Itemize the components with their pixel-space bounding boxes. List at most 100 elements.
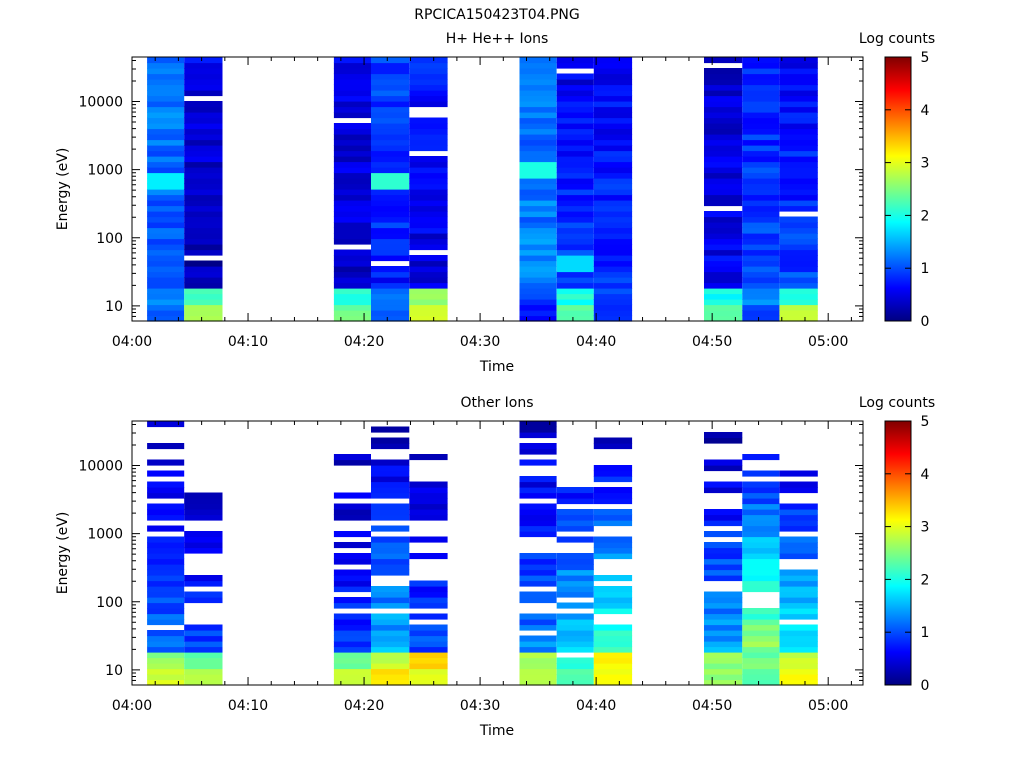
x-tick-label: 04:00 <box>112 698 152 714</box>
heatmap-cell <box>779 613 818 620</box>
heatmap-cell <box>704 304 743 311</box>
heatmap-cell <box>779 84 818 91</box>
heatmap-cell <box>371 106 410 113</box>
heatmap-cell <box>147 277 185 284</box>
heatmap-cell <box>519 161 557 168</box>
heatmap-cell <box>742 277 780 284</box>
heatmap-cell <box>409 580 448 587</box>
heatmap-cell <box>184 663 223 670</box>
heatmap-cell <box>779 249 818 256</box>
heatmap-cell <box>184 547 223 554</box>
heatmap-cell <box>371 437 410 444</box>
heatmap-cell <box>371 183 410 190</box>
heatmap-cell <box>333 62 371 69</box>
heatmap-cell <box>147 211 185 218</box>
heatmap-cell <box>556 183 594 190</box>
heatmap-cell <box>779 635 818 642</box>
x-axis-label: Time <box>479 359 514 375</box>
heatmap-cell <box>704 608 743 615</box>
heatmap-cell <box>742 492 780 499</box>
heatmap-cell <box>593 172 633 179</box>
heatmap-cell <box>371 542 410 549</box>
heatmap-cell <box>333 304 371 311</box>
heatmap-cell <box>519 299 557 306</box>
heatmap-cell <box>371 90 410 97</box>
heatmap-cell <box>593 586 633 593</box>
heatmap-cell <box>704 183 743 190</box>
heatmap-cell <box>593 679 633 686</box>
heatmap-cell <box>409 73 448 80</box>
heatmap-cell <box>779 90 818 97</box>
heatmap-cell <box>147 613 185 620</box>
heatmap-cell <box>593 145 633 152</box>
heatmap-cell <box>333 299 371 306</box>
heatmap-cell <box>593 150 633 157</box>
heatmap-cell <box>519 90 557 97</box>
x-tick-label: 04:20 <box>344 698 384 714</box>
heatmap-cell <box>779 536 818 543</box>
heatmap-cell <box>704 117 743 124</box>
heatmap-cell <box>519 531 557 538</box>
heatmap-cell <box>147 663 185 670</box>
panel-other-ions: Other Ions Log counts 04:00 04:10 04:20 04:… <box>55 395 935 739</box>
heatmap-cell <box>184 233 223 240</box>
heatmap-cell <box>147 553 185 560</box>
heatmap-cell <box>409 503 448 510</box>
heatmap-cell <box>593 553 633 560</box>
heatmap-cell <box>333 227 371 234</box>
heatmap-cell <box>409 62 448 69</box>
heatmap-cell <box>333 514 371 521</box>
heatmap-cell <box>704 139 743 146</box>
heatmap-cell <box>409 624 448 631</box>
heatmap-cell <box>593 663 633 670</box>
heatmap-cell <box>704 134 743 141</box>
heatmap-cell <box>147 542 185 549</box>
heatmap-cell <box>333 211 371 218</box>
heatmap-cell <box>147 73 185 80</box>
heatmap-cell <box>184 668 223 675</box>
heatmap-cell <box>593 216 633 223</box>
heatmap-cell <box>742 117 780 124</box>
heatmap-cell <box>333 95 371 102</box>
heatmap-cell <box>409 139 448 146</box>
heatmap-cell <box>556 161 594 168</box>
heatmap-cell <box>333 90 371 97</box>
heatmap-cell <box>779 299 818 306</box>
heatmap-cell <box>593 547 633 554</box>
heatmap-cell <box>519 421 557 428</box>
heatmap-cell <box>371 503 410 510</box>
heatmap-cell <box>742 161 780 168</box>
heatmap-cell <box>184 624 223 631</box>
heatmap-cell <box>556 139 594 146</box>
heatmap-cell <box>742 271 780 278</box>
heatmap-cell <box>371 586 410 593</box>
heatmap-cell <box>704 178 743 185</box>
heatmap-cell <box>184 315 223 322</box>
heatmap-cell <box>742 470 780 477</box>
heatmap-cell <box>409 597 448 604</box>
heatmap-cell <box>593 591 633 598</box>
heatmap-cell <box>371 426 410 433</box>
heatmap-cell <box>519 222 557 229</box>
heatmap-cell <box>742 222 780 229</box>
heatmap-cell <box>519 619 557 626</box>
heatmap-cell <box>704 222 743 229</box>
heatmap-cell <box>333 613 371 620</box>
heatmap-cell <box>147 84 185 91</box>
heatmap-cell <box>409 646 448 653</box>
heatmap-cell <box>593 200 633 207</box>
heatmap-cell <box>593 608 633 615</box>
heatmap-cell <box>519 112 557 119</box>
heatmap-cell <box>704 194 743 201</box>
heatmap-cell <box>409 271 448 278</box>
heatmap-cell <box>371 62 410 69</box>
heatmap-cell <box>371 547 410 554</box>
heatmap-cell <box>184 139 223 146</box>
heatmap-cell <box>704 520 743 527</box>
heatmap-cell <box>704 437 743 444</box>
heatmap-cell <box>371 134 410 141</box>
heatmap-cell <box>593 630 633 637</box>
heatmap-cell <box>333 167 371 174</box>
heatmap-cell <box>147 569 185 576</box>
heatmap-cell <box>556 569 594 576</box>
